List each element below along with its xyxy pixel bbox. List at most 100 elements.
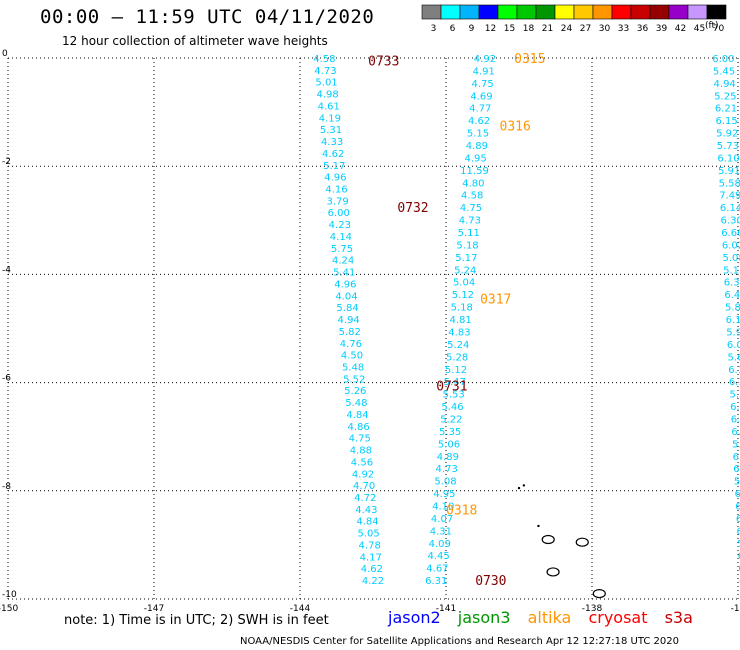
colorbar-label: 12	[485, 24, 496, 34]
wave-height-value: 5.40	[737, 539, 740, 550]
satellite-legend: jason2 jason3 altika cryosat s3a	[388, 608, 705, 627]
wave-height-value: 5.48	[342, 362, 364, 373]
wave-height-value: 4.81	[449, 315, 471, 326]
wave-height-value: 4.10	[432, 501, 454, 512]
x-tick-label: -138	[582, 604, 603, 614]
wave-height-value: 4.95	[465, 153, 487, 164]
wave-height-value: 6.02	[722, 240, 740, 251]
wave-height-value: 5.12	[452, 290, 474, 301]
x-tick-label: -13	[731, 604, 740, 614]
y-tick-label: -2	[2, 157, 11, 167]
colorbar-swatch	[706, 4, 727, 20]
wave-height-value: 4.88	[350, 446, 372, 457]
wave-height-value: 5.35	[439, 427, 461, 438]
island-3	[546, 567, 560, 577]
wave-height-value: 5.48	[345, 398, 367, 409]
colorbar-label: 39	[656, 24, 668, 34]
wave-height-value: 6.00	[712, 54, 734, 65]
wave-height-value: 4.45	[427, 551, 449, 562]
colorbar-units: (ft)	[705, 21, 719, 31]
wave-height-value: 4.62	[468, 116, 490, 127]
wave-height-value: 5.01	[315, 78, 337, 89]
wave-height-value: 4.94	[338, 315, 360, 326]
wave-height-value: 4.24	[332, 256, 354, 267]
wave-height-value: 4.95	[433, 489, 455, 500]
wave-height-value: 5.08	[434, 477, 456, 488]
wave-height-value: 6.70	[736, 526, 740, 537]
wave-height-value: 5.26	[344, 386, 366, 397]
wave-height-value: 4.70	[353, 481, 375, 492]
wave-height-value: 4.75	[460, 203, 482, 214]
pass-time-label: 0732	[397, 201, 428, 216]
wave-height-value: 4.96	[334, 279, 356, 290]
y-tick-label: -10	[2, 590, 17, 600]
wave-height-value: 5.65	[728, 352, 740, 363]
wave-height-value: 4.75	[349, 434, 371, 445]
wave-height-value: 5.25	[714, 91, 736, 102]
wave-height-value: 6.71	[731, 414, 740, 425]
legend-jason3: jason3	[457, 608, 511, 627]
wave-height-value: 4.04	[335, 291, 357, 302]
islet-3	[537, 524, 540, 528]
wave-height-value: 5.73	[717, 141, 739, 152]
wave-height-value: 4.58	[313, 54, 335, 65]
wave-height-value: 4.09	[429, 539, 451, 550]
colorbar-label: 24	[561, 24, 573, 34]
wave-height-value: 3.79	[326, 196, 348, 207]
wave-height-value: 4.89	[466, 141, 488, 152]
wave-height-value: 4.78	[359, 540, 381, 551]
wave-height-value: 5.84	[725, 303, 740, 314]
pass-time-label: 0730	[475, 574, 506, 589]
wave-height-value: 5.06	[438, 439, 460, 450]
wave-height-value: 5.18	[451, 303, 473, 314]
wave-height-value: 6.41	[724, 290, 740, 301]
colorbar-label: 70	[713, 24, 725, 34]
wave-height-value: 4.56	[351, 457, 373, 468]
wave-height-value: 4.75	[471, 79, 493, 90]
legend-s3a: s3a	[664, 608, 693, 627]
wave-height-value: 5.24	[454, 265, 476, 276]
wave-height-value: 4.80	[462, 178, 484, 189]
wave-height-value: 5.47	[444, 377, 466, 388]
wave-height-value: 4.98	[317, 90, 339, 101]
wave-height-value: 4.73	[436, 464, 458, 475]
wave-height-value: 4.89	[437, 452, 459, 463]
chart-subtitle: 12 hour collection of altimeter wave hei…	[62, 34, 328, 48]
wave-height-value: 5.75	[331, 244, 353, 255]
wave-height-value: 4.76	[340, 339, 362, 350]
wave-height-value: 5.15	[467, 129, 489, 140]
colorbar-label: 27	[580, 24, 591, 34]
pass-time-label: 0317	[480, 293, 511, 308]
wave-height-value: 11.59	[460, 166, 489, 177]
y-tick-label: 0	[2, 49, 8, 59]
x-tick-label: -144	[290, 604, 311, 614]
wave-height-value: 6.10	[717, 153, 739, 164]
wave-height-value: 6.50	[738, 551, 740, 562]
colorbar-label: 42	[675, 24, 686, 34]
wave-height-value: 4.07	[431, 514, 453, 525]
wave-height-value: 5.46	[441, 402, 463, 413]
y-tick-label: -8	[2, 482, 11, 492]
wave-height-value: 6.10	[728, 365, 740, 376]
x-tick-label: -147	[144, 604, 164, 614]
wave-height-value: 6.60	[735, 501, 740, 512]
wave-height-value: 5.24	[447, 340, 469, 351]
wave-height-value: 6.66	[721, 228, 740, 239]
wave-height-value: 5.90	[734, 477, 740, 488]
pass-time-label: 0733	[368, 55, 399, 70]
wave-height-value: 4.19	[319, 113, 341, 124]
wave-height-value: 4.16	[325, 185, 347, 196]
legend-cryosat: cryosat	[588, 608, 648, 627]
colorbar-label: 21	[542, 24, 553, 34]
wave-height-value: 5.41	[333, 268, 355, 279]
wave-height-value: 4.69	[470, 91, 492, 102]
colorbar-legend: 3 6 9 12 15 18 21 24 27 30 33 36 39 42 45 70	[421, 4, 727, 34]
islet-1	[517, 486, 521, 490]
wave-height-value: 5.11	[458, 228, 480, 239]
wave-height-value: 6.13	[726, 315, 740, 326]
wave-height-value: 5.12	[445, 365, 467, 376]
pass-time-label: 0315	[514, 52, 545, 67]
wave-height-value: 6.50	[735, 489, 740, 500]
colorbar-label: 6	[450, 24, 456, 34]
wave-height-value: 6.30	[738, 564, 740, 575]
